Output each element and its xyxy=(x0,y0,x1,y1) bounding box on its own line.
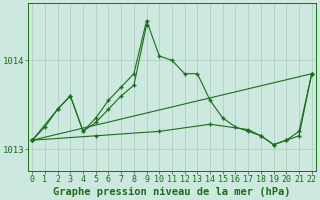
X-axis label: Graphe pression niveau de la mer (hPa): Graphe pression niveau de la mer (hPa) xyxy=(53,187,291,197)
